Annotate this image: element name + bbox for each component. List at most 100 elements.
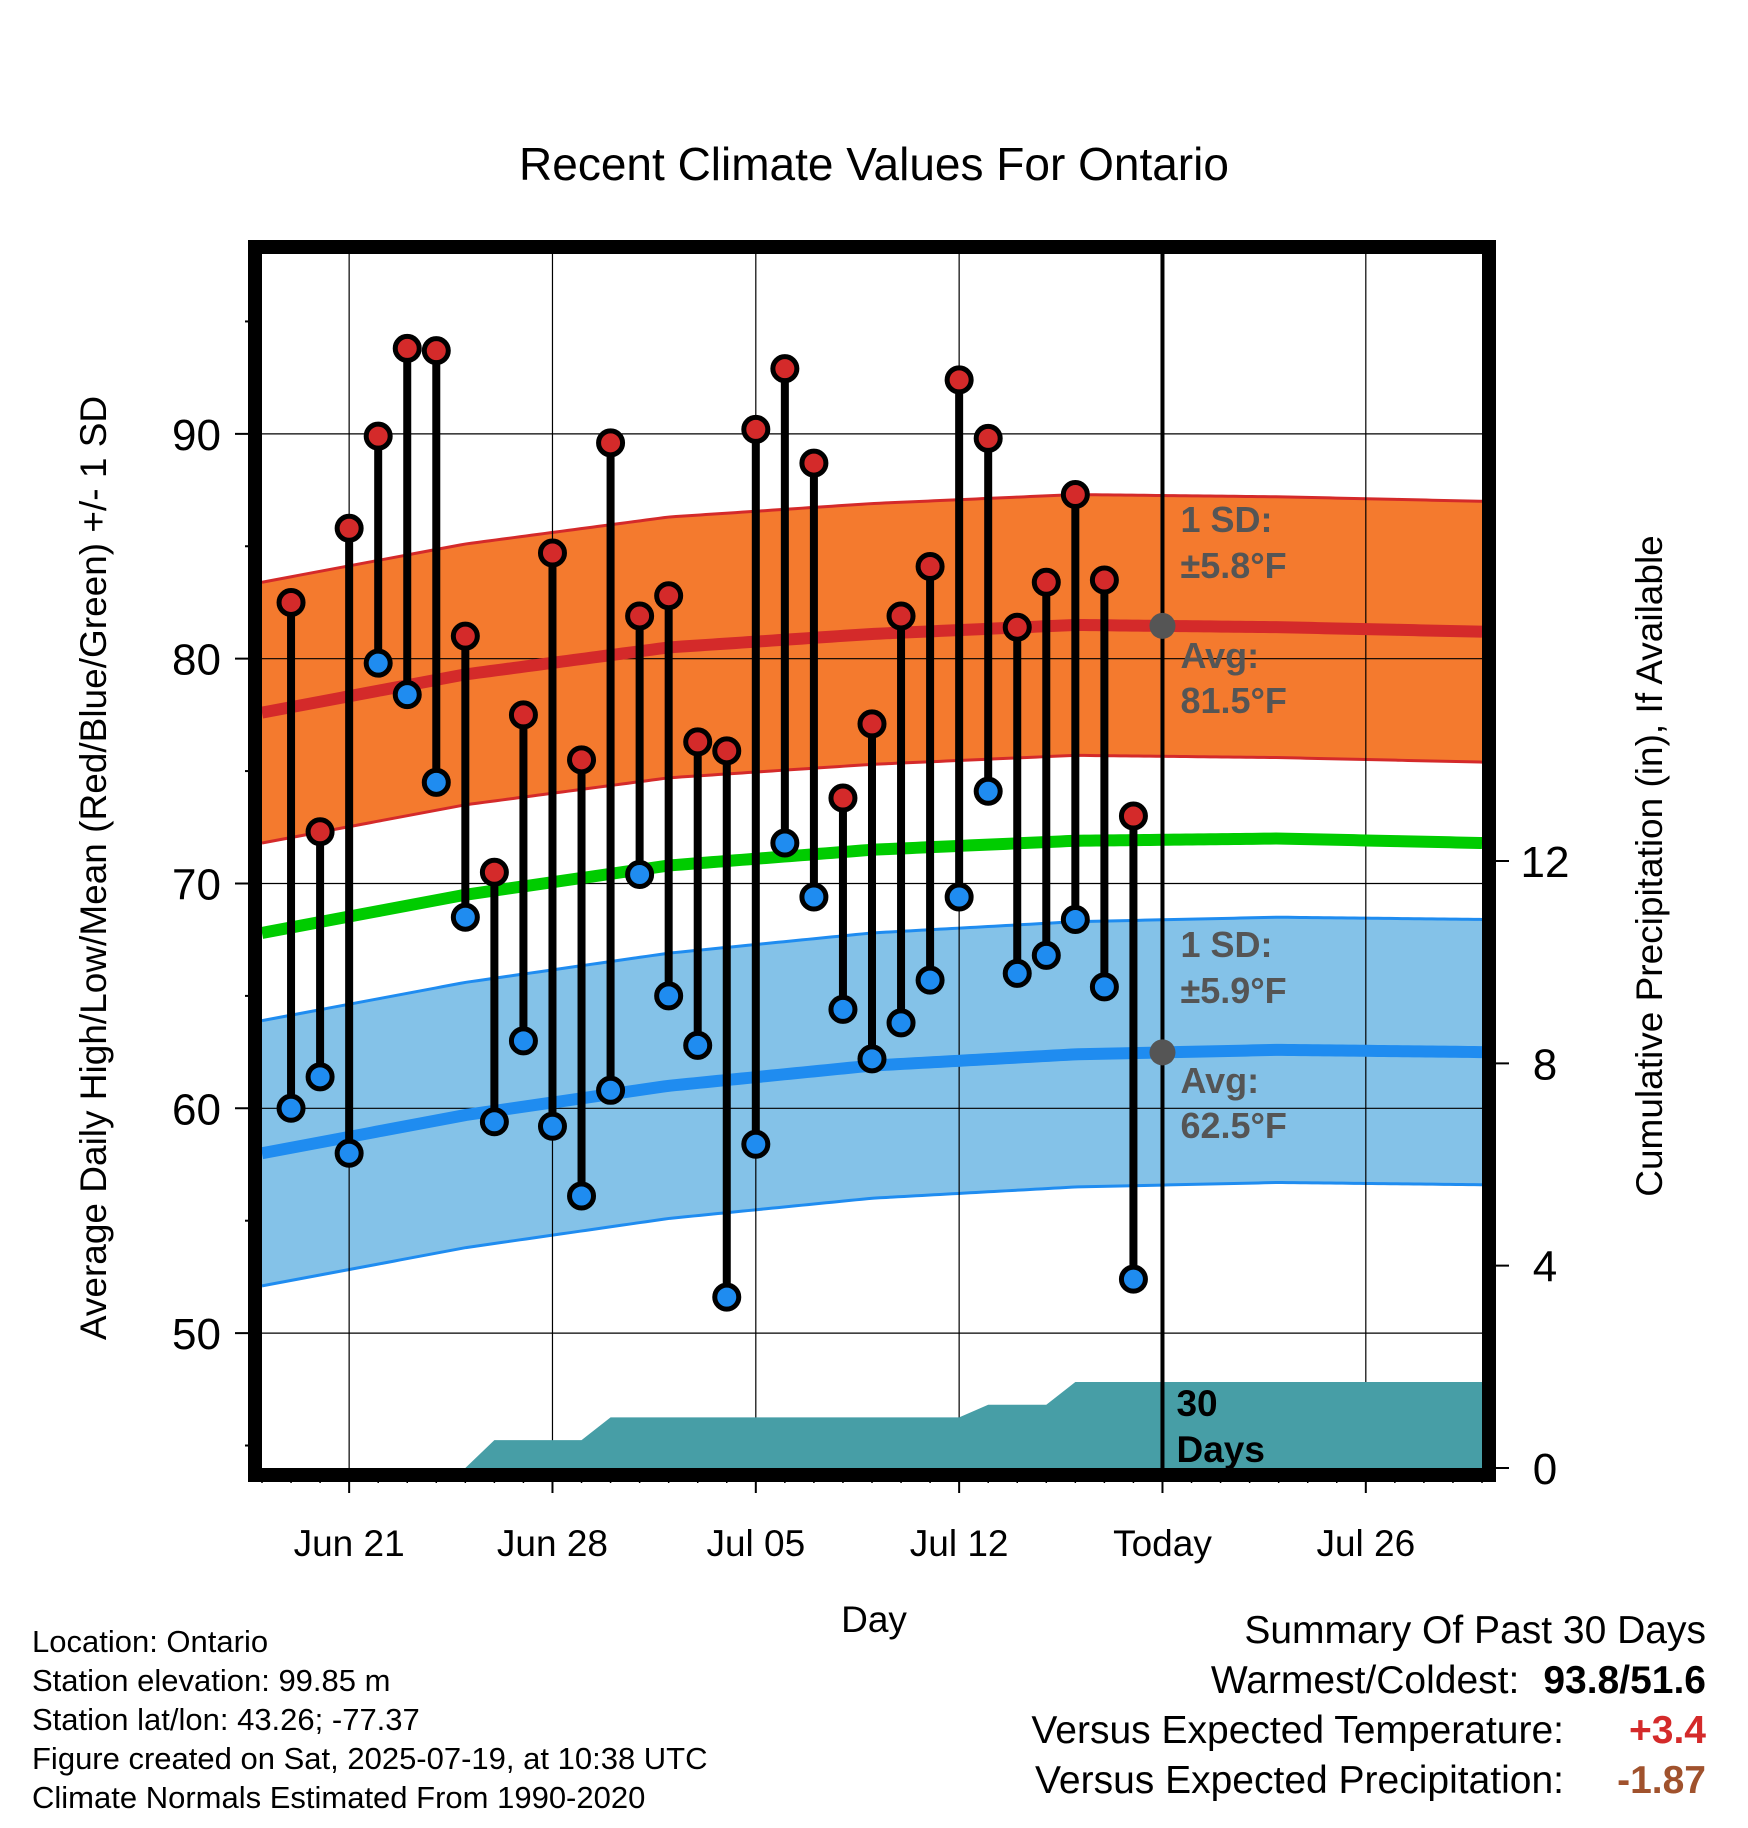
daily-high-point [363, 421, 393, 451]
daily-low-point [567, 1181, 597, 1211]
daily-high-point [625, 601, 655, 631]
daily-low-point [1002, 958, 1032, 988]
daily-high-point [276, 587, 306, 617]
daily-high-point [944, 365, 974, 395]
daily-low-point [305, 1062, 335, 1092]
low-sd-value: ±5.9°F [1180, 970, 1286, 1011]
daily-high-point [537, 538, 567, 568]
y-axis-label: Average Daily High/Low/Mean (Red/Blue/Gr… [73, 396, 114, 1340]
y2-tick-label: 0 [1533, 1445, 1557, 1494]
daily-high-point [770, 354, 800, 384]
daily-low-point [276, 1093, 306, 1123]
daily-high-point [596, 428, 626, 458]
chart-title: Recent Climate Values For Ontario [519, 138, 1229, 190]
daily-low-point [479, 1107, 509, 1137]
summary-temp-row: Versus Expected Temperature: +3.4 [1031, 1706, 1706, 1756]
daily-low-point [334, 1138, 364, 1168]
daily-high-point [1118, 801, 1148, 831]
daily-low-point [1031, 940, 1061, 970]
low-avg-value: 62.5°F [1180, 1105, 1286, 1146]
daily-low-point [450, 902, 480, 932]
daily-high-point [741, 414, 771, 444]
x-tick-label: Today [1113, 1523, 1212, 1564]
daily-low-point [596, 1075, 626, 1105]
high-avg-label: Avg: [1180, 635, 1259, 676]
daily-high-point [654, 581, 684, 611]
y-tick-label: 90 [172, 411, 221, 460]
summary-panel: Summary Of Past 30 Days Warmest/Coldest:… [1031, 1606, 1706, 1806]
daily-high-point [1031, 567, 1061, 597]
created-text: Figure created on Sat, 2025-07-19, at 10… [32, 1741, 708, 1776]
y2-tick-label: 8 [1533, 1040, 1557, 1089]
daily-low-point [944, 882, 974, 912]
today-low-avg-dot [1149, 1039, 1176, 1066]
daily-low-point [770, 828, 800, 858]
daily-high-point [334, 513, 364, 543]
daily-high-point [508, 700, 538, 730]
daily-high-point [1002, 612, 1032, 642]
daily-high-point [828, 783, 858, 813]
daily-high-point [450, 621, 480, 651]
x-tick-label: Jun 21 [294, 1523, 405, 1564]
normals-text: Climate Normals Estimated From 1990-2020 [32, 1780, 646, 1815]
daily-low-point [741, 1129, 771, 1159]
daily-high-point [712, 736, 742, 766]
temp-anomaly-label: Versus Expected Temperature: [1031, 1709, 1564, 1752]
y-tick-label: 70 [172, 860, 221, 909]
x-tick-label: Jul 05 [706, 1523, 805, 1564]
high-avg-value: 81.5°F [1180, 680, 1286, 721]
daily-high-point [421, 336, 451, 366]
daily-high-point [886, 601, 916, 631]
x-axis-label: Day [841, 1599, 907, 1640]
precip-anomaly-value: -1.87 [1617, 1759, 1706, 1802]
low-avg-label: Avg: [1180, 1060, 1259, 1101]
precipitation-area [262, 1382, 1482, 1468]
window-number-label: 30 [1176, 1383, 1217, 1424]
y2-tick-label: 12 [1521, 838, 1570, 887]
daily-high-point [915, 551, 945, 581]
y-tick-label: 80 [172, 636, 221, 685]
daily-low-point [712, 1282, 742, 1312]
today-high-avg-dot [1149, 612, 1176, 639]
latlon-text: Station lat/lon: 43.26; -77.37 [32, 1702, 420, 1737]
daily-high-point [479, 857, 509, 887]
summary-warm-cold-row: Warmest/Coldest: 93.8/51.6 [1031, 1656, 1706, 1706]
daily-high-point [1060, 480, 1090, 510]
daily-low-point [683, 1030, 713, 1060]
daily-high-point [1089, 565, 1119, 595]
high-sd-value: ±5.8°F [1180, 545, 1286, 586]
daily-low-point [1089, 972, 1119, 1002]
low-sd-label: 1 SD: [1180, 924, 1272, 965]
x-tick-label: Jun 28 [497, 1523, 608, 1564]
daily-high-point [305, 817, 335, 847]
station-info: Location: Ontario Station elevation: 99.… [32, 1622, 708, 1817]
daily-low-point [828, 994, 858, 1024]
window-unit-label: Days [1176, 1429, 1264, 1470]
x-tick-label: Jul 26 [1316, 1523, 1415, 1564]
daily-low-point [799, 882, 829, 912]
daily-high-point [567, 745, 597, 775]
daily-high-point [392, 333, 422, 363]
daily-low-point [625, 859, 655, 889]
summary-title: Summary Of Past 30 Days [1244, 1609, 1706, 1652]
low-band-lower-edge [262, 1181, 1482, 1288]
warm-cold-value: 93.8/51.6 [1543, 1659, 1706, 1702]
daily-low-point [1118, 1264, 1148, 1294]
high-sd-label: 1 SD: [1180, 499, 1272, 540]
daily-low-point [915, 965, 945, 995]
daily-low-point [973, 776, 1003, 806]
x-tick-label: Jul 12 [910, 1523, 1009, 1564]
daily-high-point [973, 423, 1003, 453]
elevation-text: Station elevation: 99.85 m [32, 1663, 391, 1698]
warm-cold-label: Warmest/Coldest: [1210, 1659, 1520, 1702]
y2-axis-label: Cumulative Precipitation (in), If Availa… [1629, 535, 1670, 1197]
y-tick-label: 50 [172, 1310, 221, 1359]
precip-anomaly-label: Versus Expected Precipitation: [1035, 1759, 1564, 1802]
daily-low-point [392, 680, 422, 710]
high-band-upper-edge [262, 493, 1482, 584]
daily-low-point [1060, 904, 1090, 934]
daily-low-point [654, 981, 684, 1011]
daily-low-point [421, 767, 451, 797]
temp-anomaly-value: +3.4 [1629, 1709, 1706, 1752]
